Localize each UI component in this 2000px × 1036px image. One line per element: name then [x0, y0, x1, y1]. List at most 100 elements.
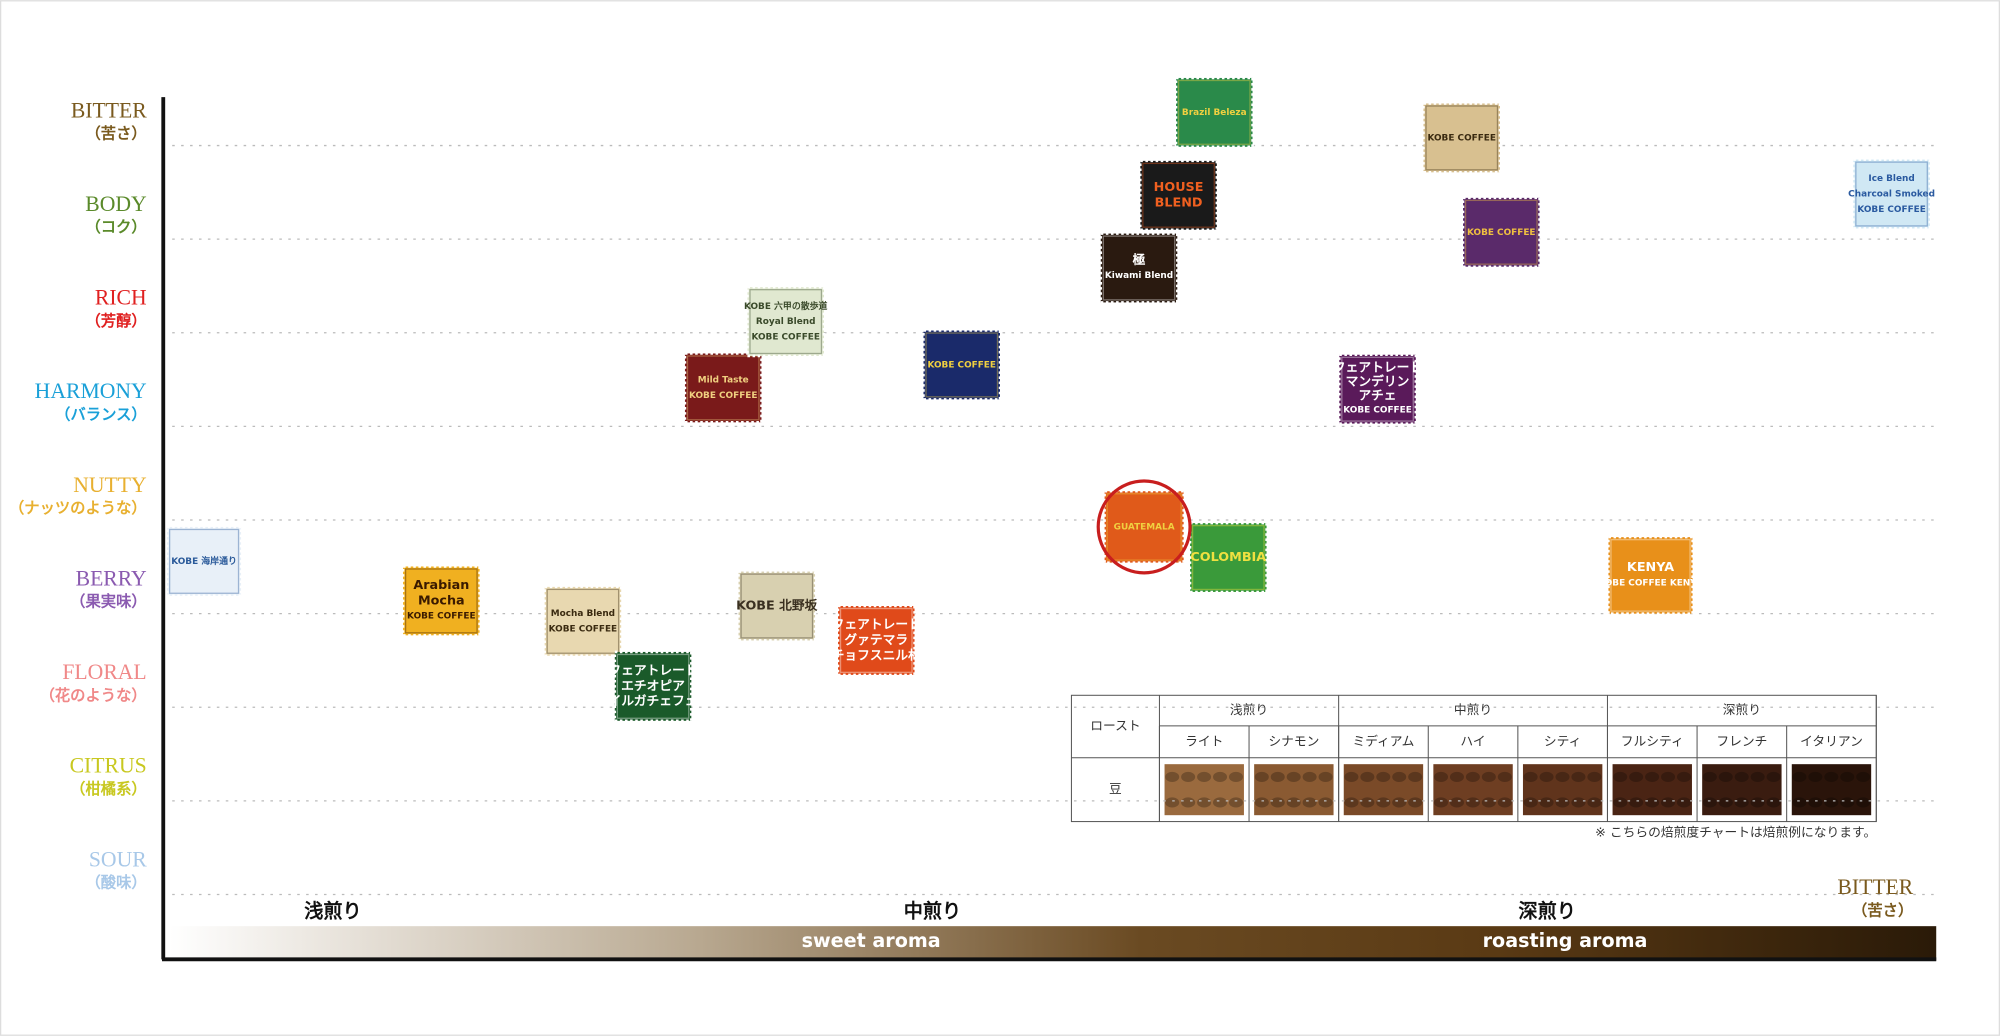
bean [1750, 797, 1765, 808]
stamp-text: Mild Taste [698, 376, 749, 386]
stamp-text: Charcoal Smoked [1848, 190, 1935, 200]
stamp: Mild Taste KOBE COFFEE [683, 352, 763, 424]
y-label: SOUR [89, 847, 147, 871]
bean-image [1702, 764, 1782, 816]
bean [1792, 797, 1807, 808]
note: ※ こちらの焙煎度チャートは焙煎例になります。 [1595, 825, 1876, 841]
bean [1213, 797, 1228, 808]
y-sub-label: （酸味） [85, 874, 146, 892]
roast-level: ライト [1185, 734, 1223, 749]
stamp-bg [1607, 535, 1694, 615]
stamp-bg [1422, 102, 1502, 174]
bean [1481, 797, 1496, 808]
x-end-label: BITTER [1837, 875, 1913, 899]
bean [1465, 797, 1480, 808]
stamp-text: GUATEMALA [1114, 522, 1175, 532]
stamp-text: Royal Blend [756, 317, 816, 327]
stamp: 極 Kiwami Blend [1099, 232, 1179, 304]
bean [1766, 771, 1781, 783]
roast-gradient-bar [169, 926, 1937, 961]
stamp-text: KOBE COFFEE [927, 360, 996, 370]
stamp-bg [683, 352, 763, 424]
bean [1376, 797, 1391, 808]
stamp-bg [836, 604, 916, 677]
y-label: HARMONY [35, 379, 147, 403]
stamp: KOBE 六甲の散歩道 Royal Blend KOBE COFFEE [744, 285, 828, 358]
stamp-edge [1191, 525, 1265, 591]
stamp: KOBE COFFEE [1461, 196, 1541, 268]
stamp-text: KOBE COFFEE [1343, 406, 1412, 416]
stamp-text: フェアトレード [832, 618, 921, 633]
stamp-edge [1610, 539, 1691, 612]
stamp-text: KOBE COFFEE [1467, 228, 1536, 238]
bean [1165, 771, 1180, 783]
stamp: KOBE COFFEE [1422, 102, 1502, 174]
stamp: COLOMBIA [1188, 521, 1268, 594]
roast-group: 深煎り [1723, 702, 1761, 718]
bean [1840, 771, 1855, 783]
stamp-edge [1855, 161, 1928, 227]
stamp-bg [1461, 196, 1541, 268]
bean [1555, 797, 1570, 808]
bean [1661, 771, 1676, 783]
stamp-edge [1102, 235, 1176, 301]
bean [1613, 771, 1628, 783]
bean-image [1612, 764, 1692, 816]
bean [1165, 797, 1180, 808]
stamp-edge [740, 573, 814, 639]
bean [1376, 771, 1391, 783]
stamp-edge [1425, 105, 1499, 171]
stamp-text: KOBE COFFEE [1857, 205, 1926, 215]
bean [1344, 797, 1359, 808]
bean-image [1433, 764, 1513, 816]
stamp-bg [543, 585, 623, 658]
bean [1213, 771, 1228, 783]
bean [1645, 797, 1660, 808]
bean [1344, 771, 1359, 783]
bean [1286, 797, 1301, 808]
x-label: 中煎り [904, 900, 961, 923]
stamp-bg [922, 329, 1002, 401]
y-sub-label: （芳醇） [85, 312, 146, 330]
bean [1254, 771, 1269, 783]
table-row-label: 豆 [1109, 782, 1122, 797]
stamp-edge [546, 588, 620, 654]
bean-image [1791, 764, 1872, 816]
stamp: KOBE 北野坂 [736, 570, 818, 642]
bean [1766, 797, 1781, 808]
stamp-text: KOBE COFFEE [689, 391, 758, 401]
bean-image [1254, 764, 1334, 816]
stamp-text: KOBE 六甲の散歩道 [744, 300, 828, 312]
bean-image [1522, 764, 1603, 816]
stamp-text: マンデリン [1346, 374, 1410, 390]
stamp-text: Brazil Beleza [1182, 108, 1247, 118]
stamp-text: KOBE COFFEE [751, 332, 820, 342]
stamp-text: イルガチェフェ [609, 694, 698, 709]
roast-level: ミディアム [1352, 733, 1414, 749]
y-sub-label: （花のような） [40, 686, 147, 704]
bean [1318, 771, 1333, 783]
y-sub-label: （バランス） [55, 405, 146, 423]
bean [1302, 797, 1317, 808]
bean [1481, 771, 1496, 783]
roast-group: 中煎り [1454, 702, 1492, 718]
stamp-edge [686, 355, 760, 421]
stamp-bg [1188, 521, 1268, 594]
bean [1856, 797, 1871, 808]
bean [1629, 797, 1644, 808]
bean [1254, 797, 1269, 808]
highlight-circle [1096, 479, 1192, 575]
stamp-text: Arabian [413, 578, 469, 593]
bean [1676, 771, 1692, 783]
x-label: 浅煎り [304, 900, 361, 923]
bean [1270, 771, 1285, 783]
stamp: Brazil Beleza [1174, 76, 1254, 149]
bean [1808, 797, 1823, 808]
y-sub-label: （ナッツのような） [9, 499, 147, 517]
